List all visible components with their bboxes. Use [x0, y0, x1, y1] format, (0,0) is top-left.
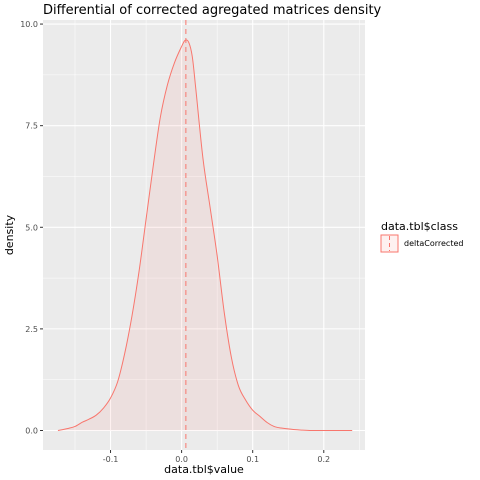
chart-title: Differential of corrected agregated matr… [43, 3, 382, 18]
plot-panel [43, 20, 365, 450]
x-tick-label: 0.2 [317, 455, 330, 464]
x-tick-label: 0.0 [175, 455, 188, 464]
grid-major [43, 20, 365, 450]
density-area [57, 39, 353, 431]
y-tick-label: 5.0 [25, 223, 38, 232]
y-tick-label: 2.5 [25, 325, 38, 334]
x-axis-title: data.tbl$value [164, 463, 244, 476]
grid-minor [43, 20, 365, 450]
legend-title: data.tbl$class [381, 220, 458, 233]
x-tick-label: 0.1 [246, 455, 259, 464]
y-tick-label: 10.0 [20, 20, 38, 29]
y-tick-label: 7.5 [25, 122, 38, 131]
x-tick-label: -0.1 [103, 455, 119, 464]
y-axis: 0.0 2.5 5.0 7.5 10.0 [20, 20, 43, 435]
legend-label-deltaCorrected: deltaCorrected [404, 239, 463, 248]
density-line [57, 39, 353, 432]
y-axis-title: density [3, 214, 16, 255]
y-tick-label: 0.0 [25, 426, 38, 435]
x-axis: -0.1 0.0 0.1 0.2 [103, 450, 330, 464]
legend: data.tbl$class deltaCorrected [380, 220, 463, 253]
